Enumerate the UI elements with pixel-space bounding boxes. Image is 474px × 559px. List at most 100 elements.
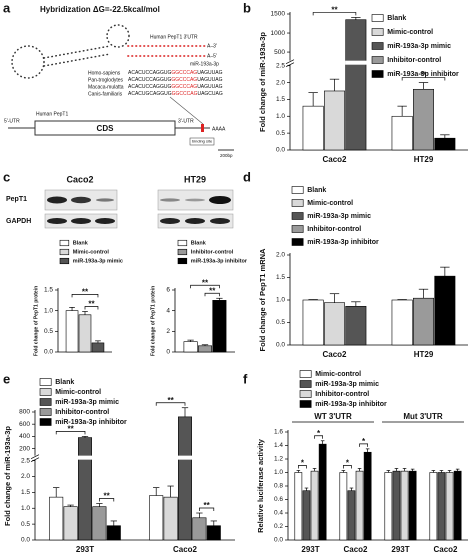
significance-bracket (314, 435, 323, 439)
y-tick-label: 400 (19, 433, 30, 440)
diagram-title: Hybridization ΔG=-22.5kcal/mol (40, 5, 160, 14)
bar (65, 310, 79, 353)
y-tick-label: 800 (19, 409, 30, 416)
annotation: ** (209, 286, 216, 295)
annotation: ** (202, 278, 209, 287)
panel-label: c (3, 169, 10, 184)
legend-label: Blank (307, 187, 326, 194)
bar (347, 490, 356, 541)
y-tick-label: 2.0 (21, 473, 30, 480)
significance-bracket (99, 498, 115, 502)
break-mark (285, 62, 295, 67)
sequence: ACACUCCAGGUGGGCCCAGUAGUUAG (128, 77, 223, 83)
bar (413, 297, 434, 346)
legend-label: Mimic-control (55, 389, 101, 396)
bar (106, 525, 121, 541)
y-axis-label: Fold change of PepT1 mRNA (258, 248, 267, 352)
bar (434, 275, 456, 346)
protein: PepT1 (6, 196, 27, 203)
seq-site: GGCCCAG (171, 70, 197, 76)
legend-label: miR-193a-3p mimic (307, 213, 371, 220)
x-tick-label: Caco2 (173, 545, 198, 554)
y-tick-label: 0.5 (276, 130, 285, 137)
bar (198, 345, 213, 353)
y-tick-label: 0 (166, 349, 170, 356)
x-tick-label: Caco2 (433, 545, 458, 554)
bar (324, 302, 345, 346)
y-tick-label: 500 (274, 49, 285, 56)
significance-bracket (343, 465, 352, 469)
x-tick-label: Caco2 (343, 545, 368, 554)
band (185, 198, 205, 202)
y-tick-label: 2 (166, 328, 170, 335)
axis-break (177, 455, 193, 460)
y-axis-label: Fold change of miR-193a-3p (3, 426, 12, 526)
legend-swatch (291, 186, 304, 194)
bar (78, 314, 92, 353)
y-tick-label: 2.0 (276, 252, 285, 259)
seq-site: GGCCCAG (171, 84, 197, 90)
legend-swatch (39, 378, 52, 386)
cell-line: HT29 (184, 174, 206, 184)
y-tick-label: 0.8 (274, 483, 283, 490)
bar (212, 300, 227, 353)
stem (43, 45, 111, 59)
x-tick-label: HT29 (414, 155, 434, 164)
bar (149, 495, 164, 541)
annotation: * (301, 459, 305, 468)
cell-line: Caco2 (66, 174, 93, 184)
y-tick-label: 0.5 (276, 319, 285, 326)
seq: UAGUUAG (197, 77, 222, 83)
annotation: * (346, 459, 350, 468)
seq: UAGUUAG (197, 84, 222, 90)
legend-swatch (371, 14, 384, 22)
significance-bracket (55, 431, 86, 435)
annotation: ** (82, 287, 89, 296)
cds-box (34, 120, 176, 136)
y-tick-label: 200 (19, 445, 30, 452)
legend-swatch (177, 239, 188, 247)
protein: GAPDH (6, 218, 31, 225)
bar (78, 437, 93, 541)
x-tick-label: Caco2 (322, 350, 347, 359)
axis-break (33, 455, 37, 460)
y-tick-label: 0.0 (44, 349, 53, 356)
legend-swatch (299, 380, 312, 388)
y-axis-label: Fold change of miR-193a-3p (258, 32, 267, 132)
annotation: ** (67, 424, 74, 433)
legend-label: Inhibitor-control (387, 57, 441, 64)
panel-label: f (243, 371, 248, 386)
species: Macaca-mulatta (88, 84, 124, 90)
label: binding site (192, 139, 213, 144)
y-tick-label: 0.0 (276, 342, 285, 349)
legend-label: Mimic-control (73, 249, 110, 255)
band (71, 196, 91, 204)
y-tick-label: 1.0 (276, 297, 285, 304)
legend-label: Blank (387, 15, 406, 22)
significance-bracket (199, 507, 215, 512)
seq-site: GGCCCAG (171, 77, 197, 83)
legend-label: Inhibitor-control (315, 391, 369, 398)
bar (355, 470, 364, 541)
legend-swatch (371, 28, 384, 36)
annotation: * (317, 429, 321, 438)
bar (434, 137, 456, 151)
site-box (189, 137, 215, 146)
y-tick-label: 0.6 (274, 496, 283, 503)
significance-bracket (359, 443, 368, 447)
bar (310, 470, 319, 541)
bar (318, 443, 327, 541)
blot: Caco2 HT29 PepT1 GAPDH (6, 174, 234, 229)
legend-swatch (371, 70, 384, 78)
significance-bracket (204, 292, 220, 297)
loop (106, 24, 130, 48)
break-mark (285, 59, 295, 64)
legend-swatch (177, 248, 188, 256)
bar (49, 496, 64, 541)
y-tick-label: 1500 (271, 11, 286, 18)
legend-swatch (59, 257, 70, 265)
label: miR-193a-3p (190, 61, 219, 67)
group-label: Mut 3'UTR (403, 412, 442, 421)
break-mark (30, 457, 40, 462)
